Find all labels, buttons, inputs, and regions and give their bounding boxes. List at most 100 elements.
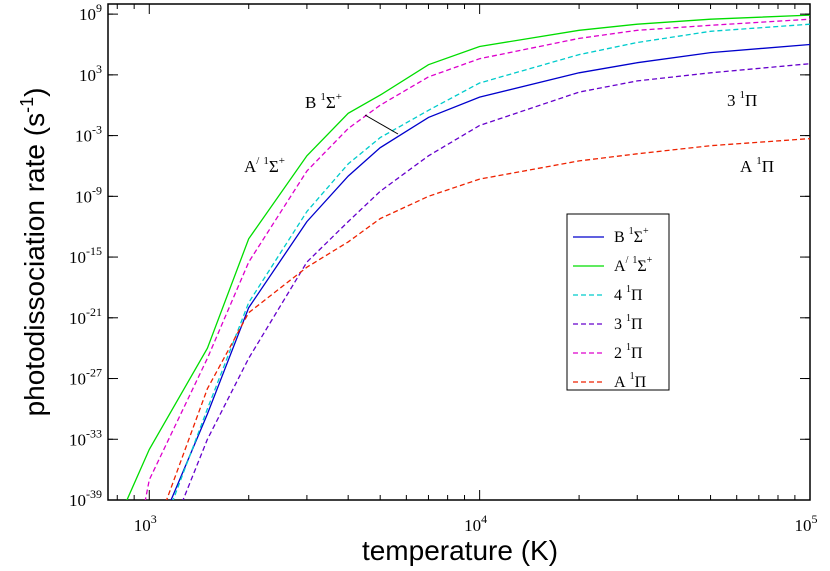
- label-multiplicity: 1: [740, 89, 746, 101]
- label-letter: B: [305, 93, 316, 112]
- y-tick-base: 10: [69, 491, 86, 510]
- y-tick-exponent: 9: [96, 1, 102, 15]
- x-axis-title: temperature (K): [362, 535, 558, 566]
- x-tick-base: 10: [464, 516, 481, 535]
- y-tick-exponent: -33: [86, 426, 102, 440]
- label-symbol: Σ: [269, 157, 279, 176]
- label-multiplicity: 1: [756, 155, 762, 167]
- y-tick-label: 10-33: [69, 426, 102, 449]
- y-tick-label: 103: [79, 62, 102, 85]
- y-tick-label: 10-15: [69, 244, 102, 267]
- label-multiplicity: 1: [629, 226, 634, 237]
- y-tick-base: 10: [79, 66, 96, 85]
- label-letter: A: [614, 374, 626, 391]
- legend-label-B1Sigma: B 1Σ+: [614, 226, 649, 246]
- label-multiplicity: 1: [263, 155, 269, 167]
- y-axis-title-exponent: -1: [17, 97, 37, 113]
- label-symbol: Π: [631, 316, 643, 333]
- label-symbol: Π: [762, 157, 774, 176]
- y-tick-base: 10: [69, 248, 86, 267]
- x-tick-exponent: 5: [812, 512, 818, 526]
- label-parity: +: [643, 226, 649, 237]
- label-symbol: Σ: [637, 258, 646, 275]
- label-letter: A: [740, 157, 753, 176]
- label-symbol: Σ: [326, 93, 336, 112]
- label-letter: 3: [614, 316, 622, 333]
- y-tick-label: 10-39: [69, 487, 102, 510]
- y-tick-base: 10: [75, 187, 92, 206]
- y-tick-exponent: -15: [86, 244, 102, 258]
- legend-label-4_1Pi: 4 1Π: [614, 284, 643, 304]
- y-tick-exponent: -9: [92, 183, 102, 197]
- legend-label-2_1Pi: 2 1Π: [614, 342, 643, 362]
- x-tick-label: 103: [134, 512, 157, 535]
- legend-label-Aprime1Sigma: A/1Σ+: [614, 255, 653, 275]
- label-letter: B: [614, 229, 625, 246]
- series-line-A1Pi: [165, 137, 810, 500]
- y-tick-exponent: -39: [86, 487, 102, 501]
- label-multiplicity: 1: [626, 284, 631, 295]
- label-parity: +: [647, 255, 653, 266]
- x-tick-label: 104: [464, 512, 487, 535]
- x-tick-label: 105: [795, 512, 818, 535]
- label-multiplicity: 1: [626, 342, 631, 353]
- legend-box: [566, 213, 670, 391]
- label-parity: +: [279, 155, 285, 167]
- label-symbol: Π: [745, 91, 757, 110]
- label-prime: /: [626, 255, 629, 266]
- legend-label-3_1Pi: 3 1Π: [614, 313, 643, 333]
- annotation-A1Pi: A 1Π: [740, 155, 774, 176]
- series-layer: [126, 14, 810, 500]
- label-parity: +: [336, 91, 342, 103]
- x-tick-base: 10: [795, 516, 812, 535]
- y-tick-base: 10: [69, 309, 86, 328]
- legend-label-A1Pi: A 1Π: [614, 371, 647, 391]
- label-symbol: Σ: [634, 229, 643, 246]
- y-tick-label: 10-3: [75, 123, 102, 146]
- label-symbol: Π: [631, 345, 643, 362]
- label-multiplicity: 1: [632, 255, 637, 266]
- legend: B 1Σ+A/1Σ+4 1Π3 1Π2 1ΠA 1Π: [566, 213, 670, 391]
- label-prime: /: [256, 155, 260, 167]
- y-tick-base: 10: [69, 370, 86, 389]
- label-letter: A: [244, 157, 257, 176]
- y-axis-title-close: ): [19, 88, 50, 97]
- label-letter: 2: [614, 345, 622, 362]
- y-tick-base: 10: [75, 127, 92, 146]
- label-letter: A: [614, 258, 626, 275]
- label-symbol: Π: [631, 287, 643, 304]
- ticks-layer: 103 104 10510910310-310-910-1510-2110-2710…: [69, 1, 818, 535]
- x-tick-exponent: 4: [481, 512, 487, 526]
- label-multiplicity: 1: [626, 313, 631, 324]
- plot-frame: [107, 3, 811, 501]
- x-tick-exponent: 3: [151, 512, 157, 526]
- y-axis-title-main: photodissociation rate (s: [19, 113, 50, 417]
- label-multiplicity: 1: [630, 371, 635, 382]
- y-tick-base: 10: [79, 5, 96, 24]
- annotation-B1Sigma: B 1Σ+: [305, 91, 342, 112]
- label-symbol: Π: [635, 374, 647, 391]
- y-tick-exponent: -21: [86, 305, 102, 319]
- series-line-4_1Pi: [172, 23, 810, 500]
- y-tick-label: 10-21: [69, 305, 102, 328]
- y-tick-label: 10-27: [69, 366, 102, 389]
- series-line-2_1Pi: [144, 18, 810, 500]
- y-tick-exponent: 3: [96, 62, 102, 76]
- label-letter: 3: [727, 91, 736, 110]
- y-tick-label: 10-9: [75, 183, 102, 206]
- annotation-layer: B 1Σ+A/1Σ+3 1ΠA 1Π: [244, 89, 774, 176]
- y-tick-exponent: -27: [86, 366, 102, 380]
- annotation-3_1Pi: 3 1Π: [727, 89, 757, 110]
- series-line-3_1Pi: [182, 63, 810, 500]
- x-tick-base: 10: [134, 516, 151, 535]
- y-tick-label: 109: [79, 1, 102, 24]
- annotation-Aprime1Sigma: A/1Σ+: [244, 155, 285, 176]
- y-axis-title: photodissociation rate (s-1): [17, 88, 50, 417]
- series-line-Aprime1Sigma: [126, 14, 810, 500]
- label-letter: 4: [614, 287, 622, 304]
- y-tick-exponent: -3: [92, 123, 102, 137]
- y-tick-base: 10: [69, 430, 86, 449]
- annotation-pointer-B1Sigma: [364, 114, 399, 135]
- label-multiplicity: 1: [320, 91, 326, 103]
